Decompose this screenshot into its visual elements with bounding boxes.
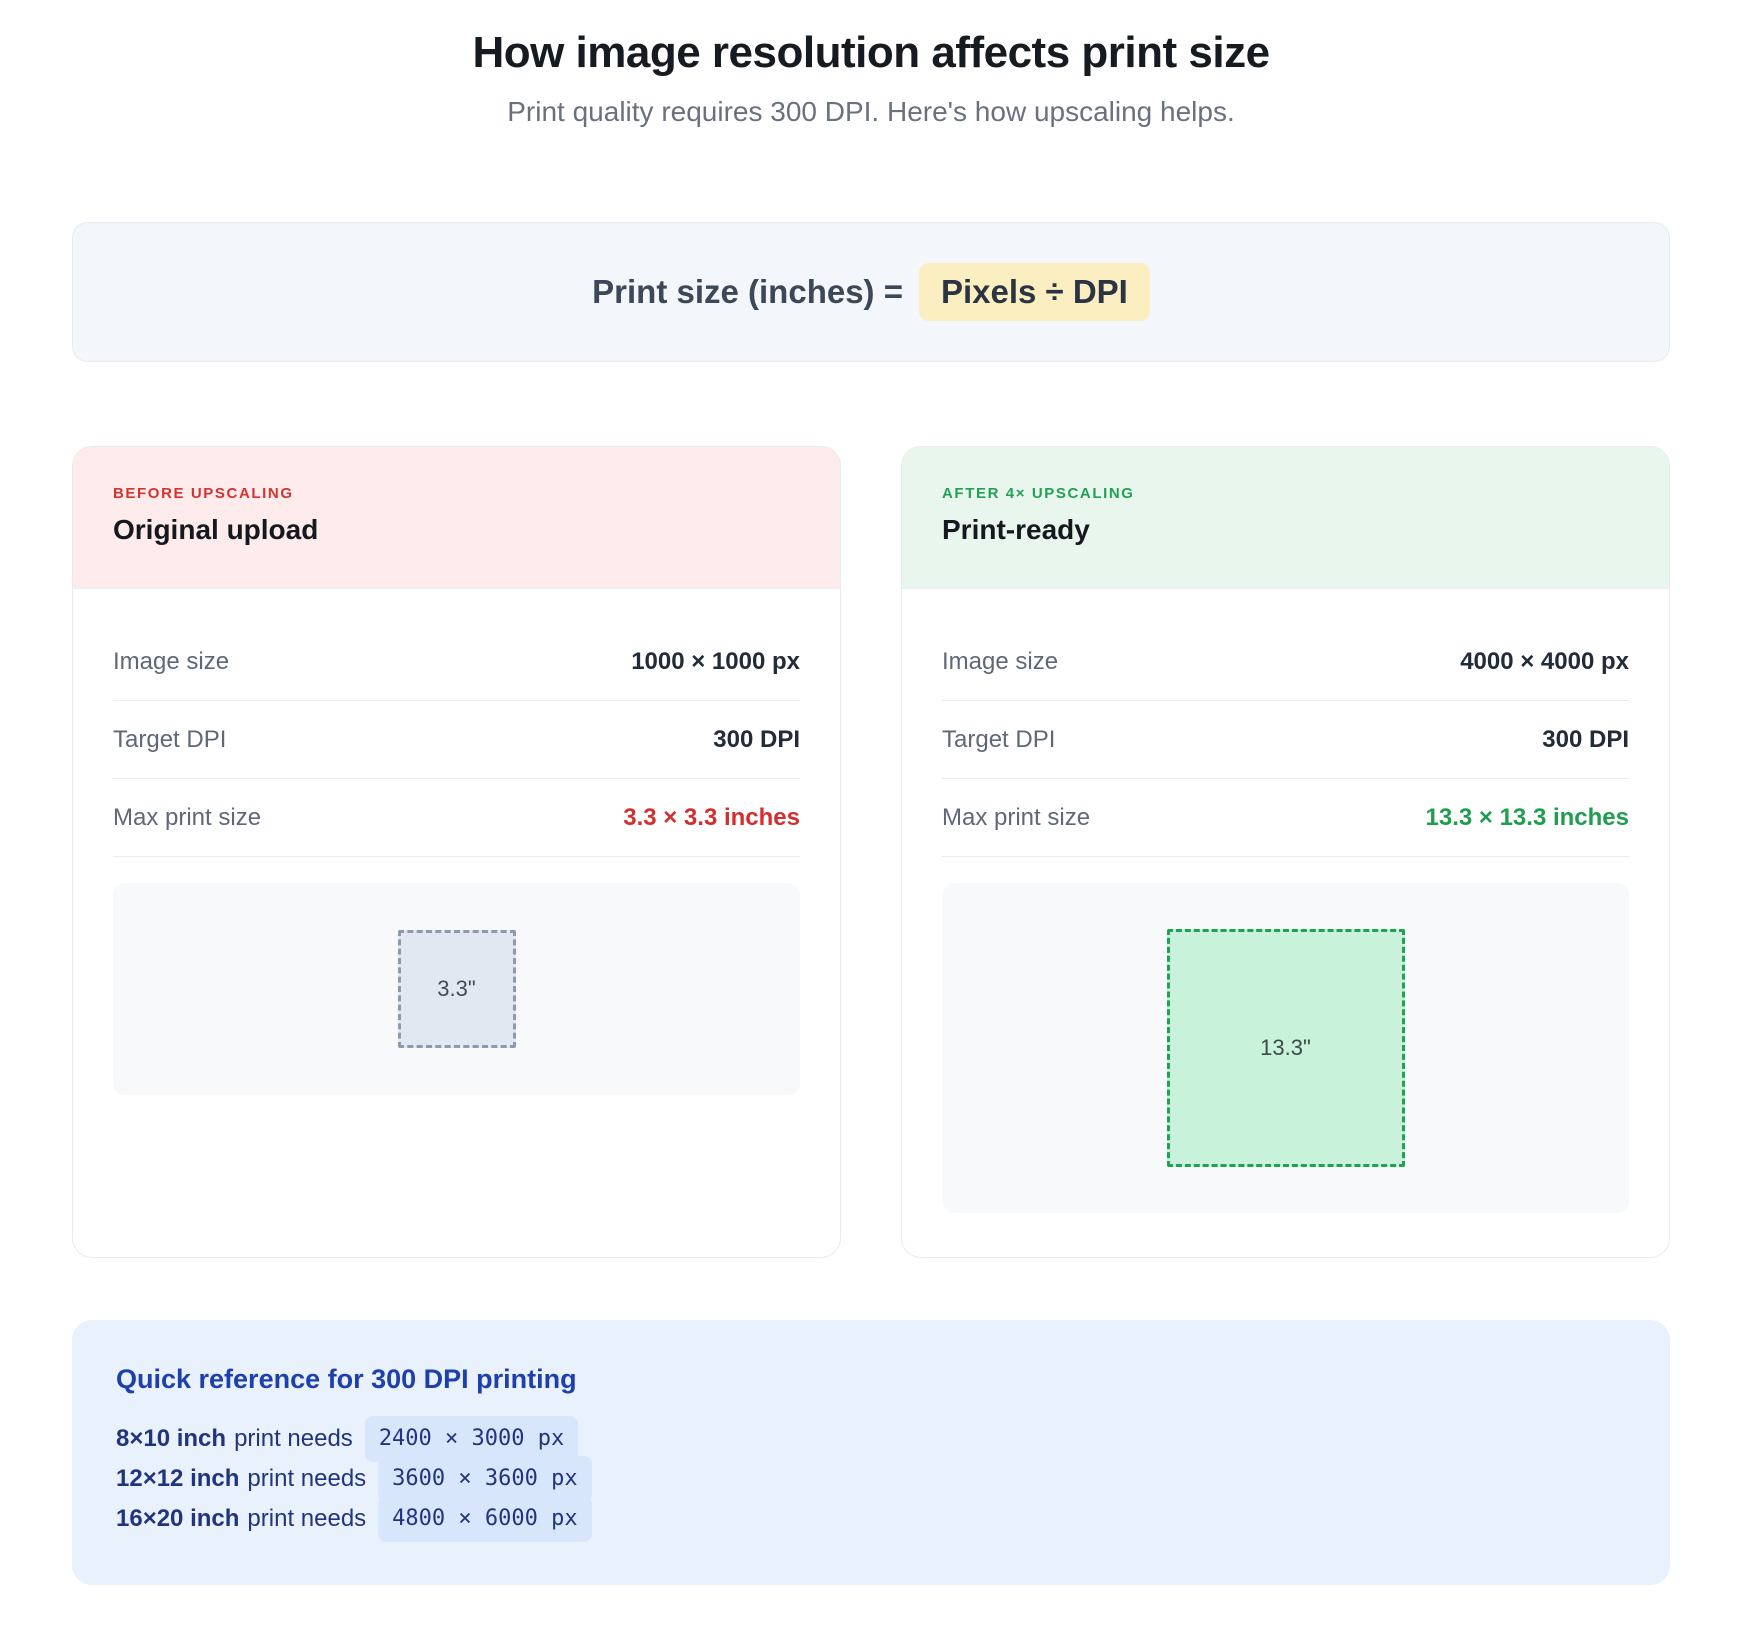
reference-line-16x20: 16×20 inch print needs 4800 × 6000 px: [116, 1496, 1626, 1542]
reference-line-8x10: 8×10 inch print needs 2400 × 3000 px: [116, 1416, 1626, 1462]
formula-label: Print size (inches) =: [592, 273, 903, 310]
connector-text: print needs: [247, 1465, 367, 1492]
before-square-label: 3.3": [437, 976, 476, 1001]
before-card-body: Image size 1000 × 1000 px Target DPI 300…: [73, 589, 840, 1257]
image-size-label: Image size: [113, 647, 230, 675]
before-target-dpi-row: Target DPI 300 DPI: [113, 701, 800, 779]
after-target-dpi-row: Target DPI 300 DPI: [942, 701, 1629, 779]
pixel-dimensions-chip: 3600 × 3600 px: [378, 1456, 592, 1502]
quick-reference-list: 8×10 inch print needs 2400 × 3000 px 12×…: [116, 1416, 1626, 1542]
image-size-label: Image size: [942, 647, 1059, 675]
after-print-preview: 13.3": [942, 883, 1629, 1213]
before-upscaling-card: BEFORE UPSCALING Original upload Image s…: [72, 446, 841, 1258]
before-print-preview: 3.3": [113, 883, 800, 1095]
reference-line-12x12: 12×12 inch print needs 3600 × 3600 px: [116, 1456, 1626, 1502]
page-title: How image resolution affects print size: [472, 28, 1270, 77]
max-print-size-label: Max print size: [942, 803, 1091, 831]
formula-highlight: Pixels ÷ DPI: [918, 263, 1150, 321]
max-print-size-value: 13.3 × 13.3 inches: [1425, 803, 1629, 831]
connector-text: print needs: [234, 1425, 353, 1452]
target-dpi-value: 300 DPI: [1542, 725, 1629, 753]
before-print-size-square: 3.3": [397, 930, 516, 1048]
before-card-title: Original upload: [113, 514, 319, 545]
quick-reference-heading: Quick reference for 300 DPI printing: [116, 1364, 577, 1394]
before-card-header: BEFORE UPSCALING Original upload: [73, 447, 840, 589]
after-print-size-square: 13.3": [1166, 929, 1405, 1167]
comparison-cards: BEFORE UPSCALING Original upload Image s…: [72, 446, 1670, 1258]
quick-reference-box: Quick reference for 300 DPI printing 8×1…: [72, 1320, 1670, 1585]
after-upscaling-card: AFTER 4× UPSCALING Print-ready Image siz…: [901, 446, 1670, 1258]
print-size-text: 16×20 inch: [116, 1505, 240, 1532]
before-max-print-size-row: Max print size 3.3 × 3.3 inches: [113, 779, 800, 857]
before-image-size-row: Image size 1000 × 1000 px: [113, 623, 800, 701]
target-dpi-label: Target DPI: [113, 725, 227, 753]
max-print-size-value: 3.3 × 3.3 inches: [623, 803, 800, 831]
after-card-body: Image size 4000 × 4000 px Target DPI 300…: [902, 589, 1669, 1257]
after-card-header: AFTER 4× UPSCALING Print-ready: [902, 447, 1669, 589]
after-max-print-size-row: Max print size 13.3 × 13.3 inches: [942, 779, 1629, 857]
pixel-dimensions-chip: 4800 × 6000 px: [378, 1496, 592, 1542]
pixel-dimensions-chip: 2400 × 3000 px: [364, 1416, 579, 1462]
before-badge: BEFORE UPSCALING: [113, 485, 294, 502]
after-badge: AFTER 4× UPSCALING: [942, 485, 1135, 502]
print-size-text: 8×10 inch: [116, 1425, 227, 1452]
target-dpi-value: 300 DPI: [713, 725, 800, 753]
after-card-title: Print-ready: [942, 514, 1090, 545]
image-size-value: 4000 × 4000 px: [1460, 647, 1629, 675]
connector-text: print needs: [247, 1505, 367, 1532]
target-dpi-label: Target DPI: [942, 725, 1056, 753]
after-image-size-row: Image size 4000 × 4000 px: [942, 623, 1629, 701]
page-subtitle: Print quality requires 300 DPI. Here's h…: [507, 96, 1235, 127]
after-square-label: 13.3": [1260, 1035, 1311, 1060]
print-size-text: 12×12 inch: [116, 1465, 240, 1492]
formula-box: Print size (inches) = Pixels ÷ DPI: [72, 222, 1670, 362]
image-size-value: 1000 × 1000 px: [631, 647, 800, 675]
max-print-size-label: Max print size: [113, 803, 262, 831]
